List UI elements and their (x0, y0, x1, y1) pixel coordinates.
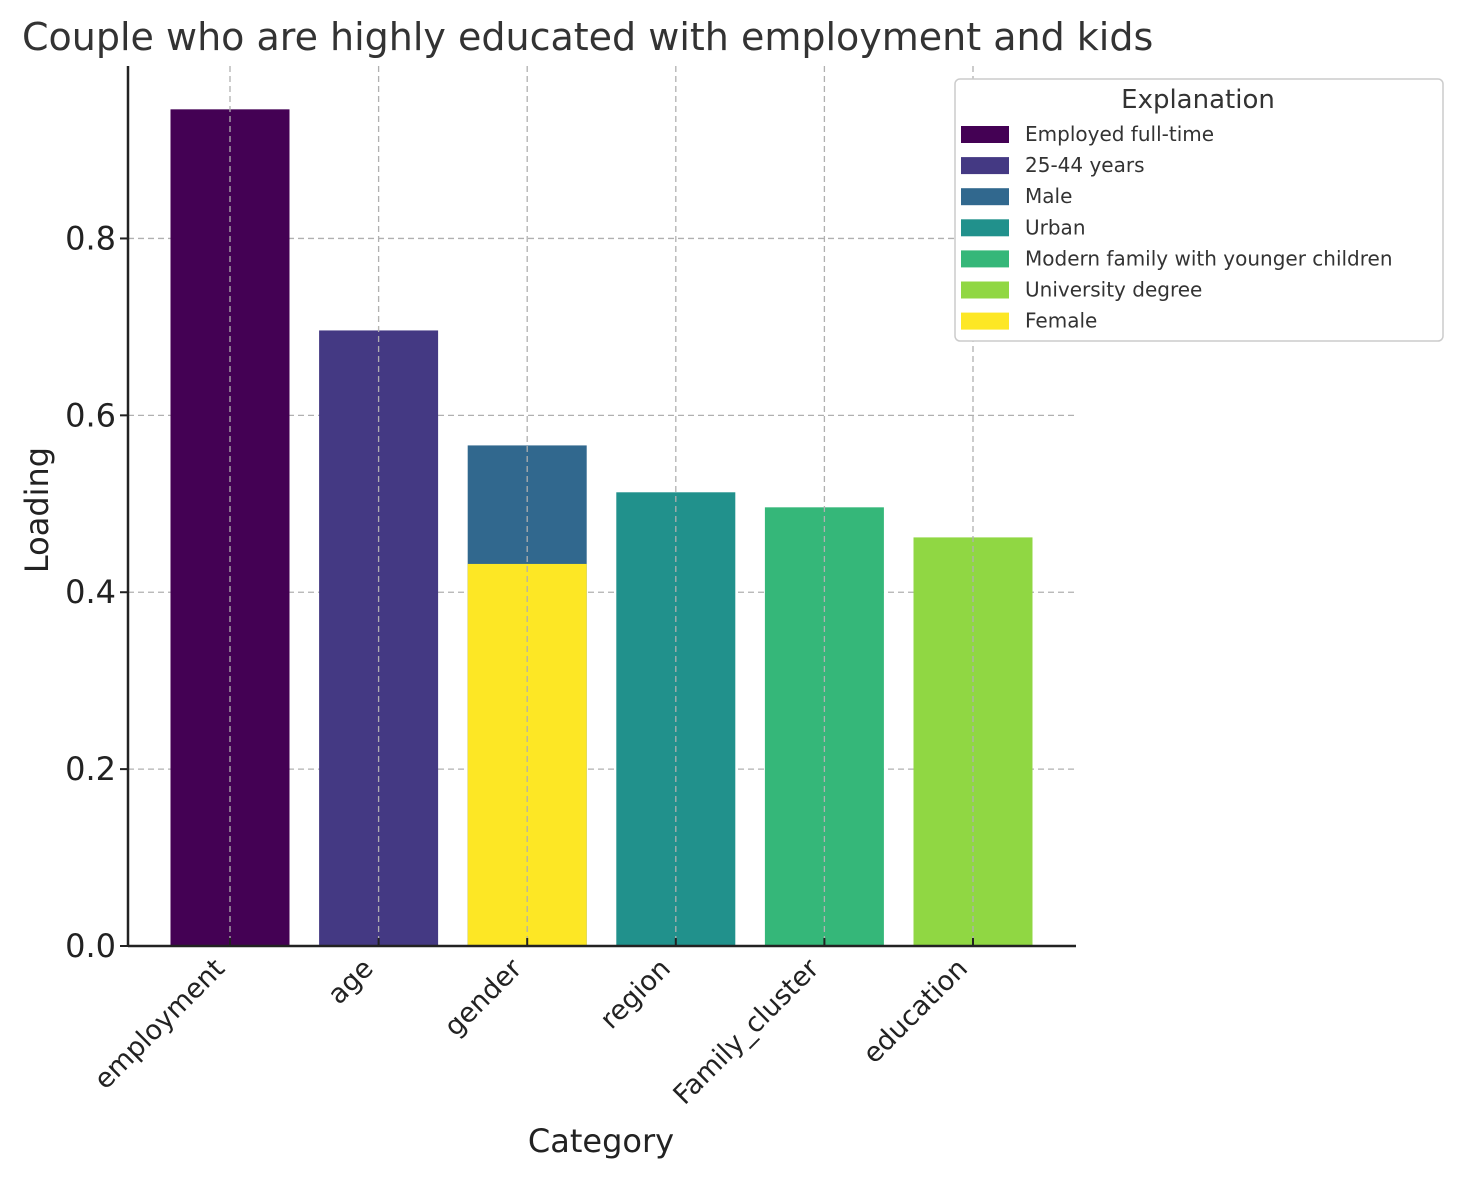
legend-label: University degree (1025, 278, 1202, 302)
chart-title: Couple who are highly educated with empl… (22, 15, 1153, 59)
legend-label: Modern family with younger children (1025, 246, 1393, 270)
x-tick-label: gender (439, 952, 529, 1042)
legend-swatch (961, 219, 1009, 237)
y-axis-label: Loading (18, 447, 56, 573)
x-tick-label: Family_cluster (668, 952, 826, 1110)
legend-swatch (961, 250, 1009, 268)
legend-label: Urban (1025, 215, 1086, 239)
x-tick-label: region (594, 953, 676, 1035)
legend-swatch (961, 281, 1009, 299)
legend-title: Explanation (1121, 85, 1275, 115)
vertical-grid (229, 66, 974, 946)
y-tick-label: 0.6 (65, 396, 116, 434)
x-axis-label: Category (528, 1122, 674, 1160)
legend-swatch (961, 126, 1009, 143)
legend-label: Female (1025, 309, 1097, 333)
y-ticks: 0.0 0.2 0.4 0.6 0.8 (65, 219, 128, 965)
legend-swatch (961, 188, 1009, 206)
axes (126, 66, 1076, 948)
y-tick-label: 0.0 (65, 927, 116, 965)
legend-swatch (961, 157, 1009, 175)
y-tick-label: 0.8 (65, 219, 116, 257)
bars (170, 109, 1033, 947)
legend-label: Employed full-time (1025, 122, 1214, 146)
legend-label: 25-44 years (1025, 153, 1145, 177)
legend-swatch (961, 312, 1009, 330)
legend: Explanation Employed full-time 25-44 year… (954, 78, 1444, 342)
x-tick-label: education (857, 953, 974, 1070)
y-tick-label: 0.4 (65, 573, 116, 611)
x-tick-label: age (322, 953, 379, 1010)
y-tick-label: 0.2 (65, 750, 116, 788)
legend-frame (954, 78, 1444, 342)
legend-entries: Employed full-time 25-44 years Male Urban Mo… (961, 122, 1393, 333)
legend-label: Male (1025, 184, 1072, 208)
x-tick-label: employment (88, 953, 231, 1096)
